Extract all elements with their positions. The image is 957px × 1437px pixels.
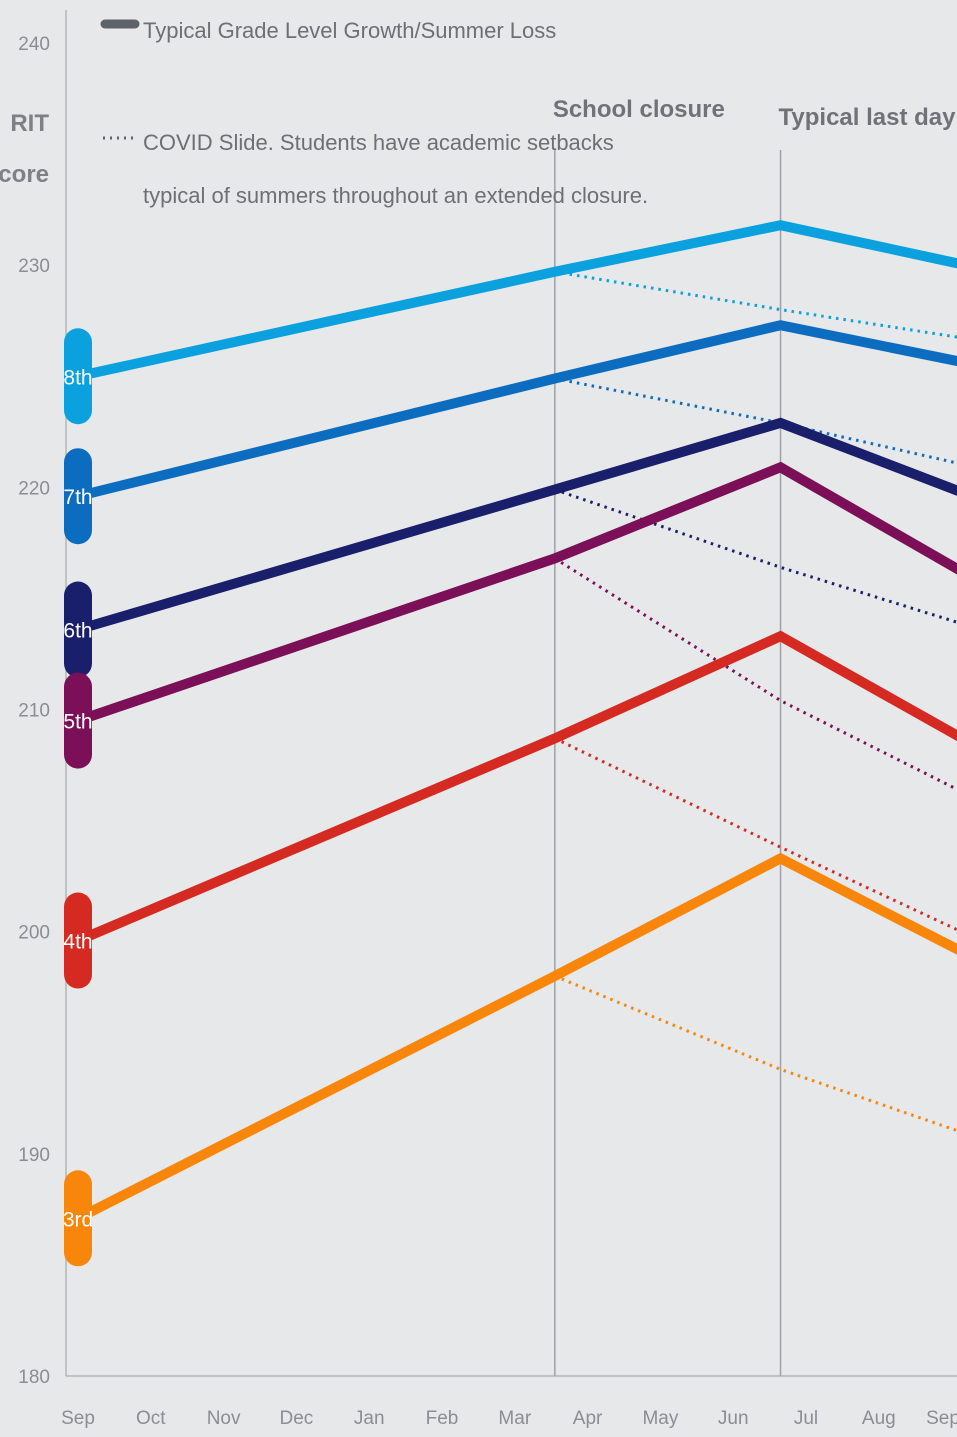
x-tick-label: Oct [136, 1408, 166, 1429]
x-tick-label: Aug [862, 1408, 896, 1429]
x-tick-label: Sep [61, 1408, 95, 1429]
grade-label-7th: 7th [63, 486, 92, 509]
covid-line-6th [554, 488, 957, 624]
x-tick-label: Jul [794, 1408, 818, 1429]
y-tick-label: 220 [18, 478, 50, 499]
school-closure-label: School closure [553, 96, 725, 123]
grade-markers: 8th 7th 6th 5th 4th 3rd [63, 328, 93, 1267]
y-tick-label: 230 [18, 256, 50, 277]
covid-line-8th [554, 270, 957, 339]
legend: Typical Grade Level Growth/Summer Loss C… [100, 18, 648, 208]
x-tick-label: Sep [926, 1408, 957, 1429]
grade-marker-6th [64, 581, 92, 678]
y-tick-label: 210 [18, 701, 50, 722]
grade-label-8th: 8th [63, 366, 92, 389]
typical-last-day-label: Typical last day [779, 104, 957, 131]
typical-line-7th [76, 320, 957, 502]
y-tick-label: 190 [18, 1145, 50, 1166]
x-tick-label: Feb [426, 1408, 459, 1429]
grade-label-3rd: 3rd [63, 1208, 93, 1231]
legend-solid-label: Typical Grade Level Growth/Summer Loss [143, 18, 556, 43]
x-tick-label: Apr [573, 1408, 603, 1429]
covid-line-4th [554, 737, 957, 932]
grade-marker-7th [64, 448, 92, 545]
x-tick-label: Jan [354, 1408, 385, 1429]
grade-marker-3rd [64, 1170, 92, 1267]
x-tick-label: May [642, 1408, 678, 1429]
typical-line-6th [76, 417, 957, 635]
y-tick-label: 240 [18, 34, 50, 55]
covid-line-5th [554, 557, 957, 791]
typical-line-5th [76, 461, 957, 726]
typical-line-8th [76, 220, 957, 382]
legend-dotted-label-line-1: COVID Slide. Students have academic setb… [143, 130, 614, 155]
y-axis-title-line-1: RIT [10, 110, 49, 137]
grade-label-5th: 5th [63, 711, 92, 734]
event-markers: School closure Typical last day [553, 96, 956, 1376]
y-tick-label: 200 [18, 923, 50, 944]
x-tick-label: Jun [718, 1408, 749, 1429]
x-ticks: Sep Oct Nov Dec Jan Feb Mar Apr May Jun Jul Aug Sep [61, 1408, 957, 1429]
y-axis-title-line-2: Score [0, 161, 49, 188]
grade-label-6th: 6th [63, 620, 92, 643]
y-ticks: 180 190 200 210 220 230 240 [18, 34, 50, 1388]
grade-marker-8th [64, 328, 92, 425]
grade-label-4th: 4th [63, 931, 92, 954]
covid-line-3rd [554, 974, 957, 1133]
grade-marker-4th [64, 892, 92, 989]
x-tick-label: Mar [498, 1408, 531, 1429]
grade-marker-5th [64, 672, 92, 769]
typical-line-4th [76, 630, 957, 946]
x-tick-label: Dec [280, 1408, 314, 1429]
legend-dotted-label-line-2: typical of summers throughout an extende… [143, 183, 648, 208]
y-tick-label: 180 [18, 1367, 50, 1388]
covid-slide-lines [554, 270, 957, 1133]
y-axis-title: RIT Score [0, 110, 49, 188]
typical-line-3rd [75, 852, 957, 1223]
covid-line-7th [554, 377, 957, 465]
x-tick-label: Nov [207, 1408, 241, 1429]
typical-growth-lines [75, 220, 957, 1223]
axes [65, 10, 957, 1377]
